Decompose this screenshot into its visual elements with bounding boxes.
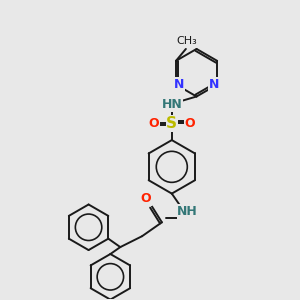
Text: S: S (166, 116, 177, 131)
Text: N: N (174, 78, 184, 91)
Text: HN: HN (161, 98, 182, 111)
Text: O: O (141, 192, 151, 205)
Text: NH: NH (177, 205, 198, 218)
Text: O: O (184, 117, 195, 130)
Text: CH₃: CH₃ (176, 36, 197, 46)
Text: N: N (209, 78, 219, 91)
Text: O: O (149, 117, 159, 130)
